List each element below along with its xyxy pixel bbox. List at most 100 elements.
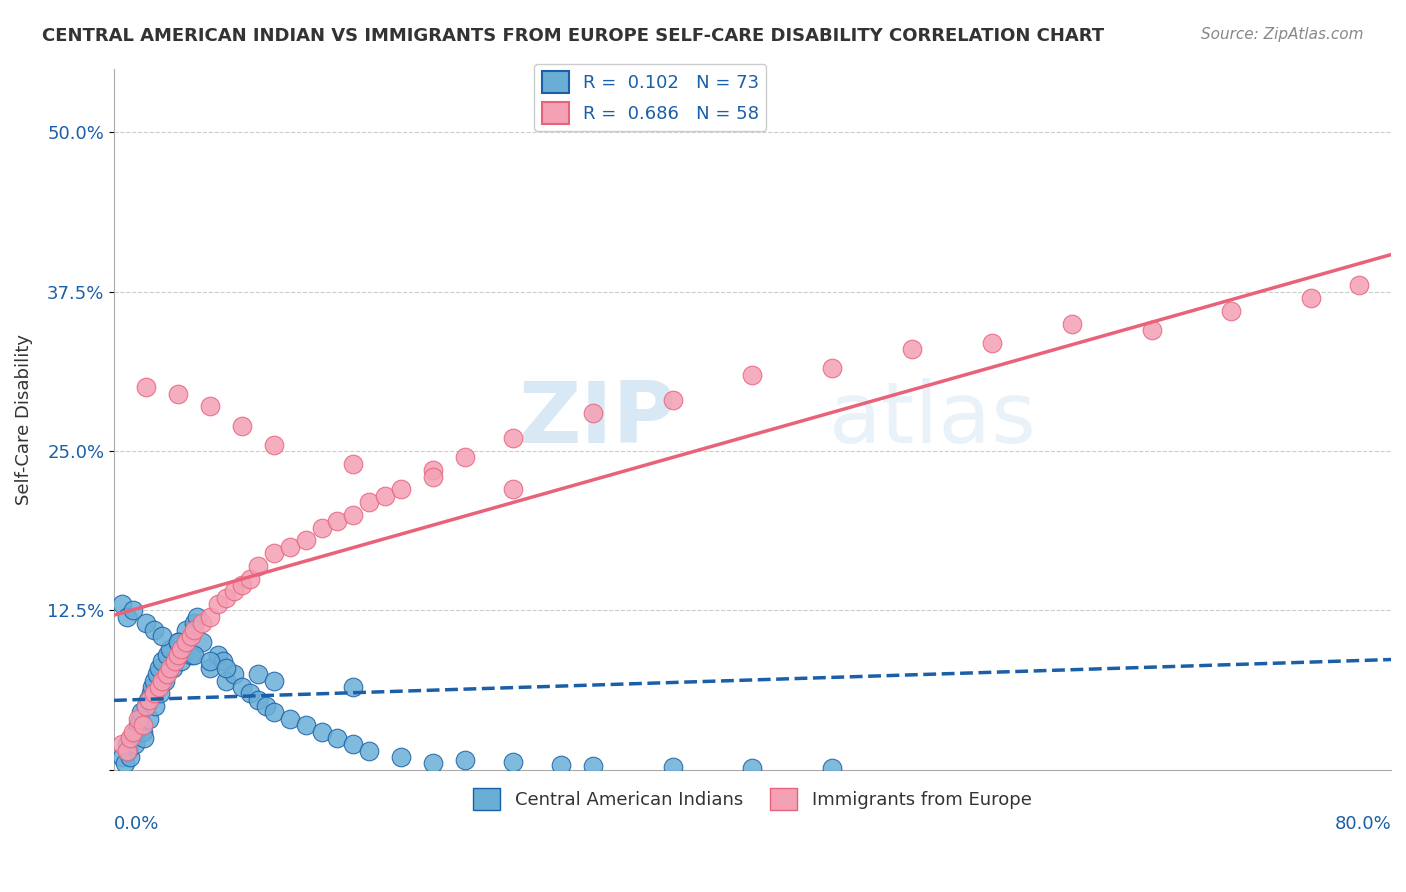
- Point: [174, 635, 197, 649]
- Point: [389, 482, 412, 496]
- Point: [122, 724, 145, 739]
- Point: [207, 648, 229, 662]
- Point: [183, 616, 205, 631]
- Point: [156, 667, 179, 681]
- Point: [180, 629, 202, 643]
- Point: [166, 648, 188, 662]
- Point: [821, 361, 844, 376]
- Point: [118, 750, 141, 764]
- Point: [166, 635, 188, 649]
- Point: [422, 463, 444, 477]
- Point: [132, 718, 155, 732]
- Point: [661, 392, 683, 407]
- Point: [115, 737, 138, 751]
- Point: [114, 756, 136, 771]
- Point: [550, 757, 572, 772]
- Point: [166, 386, 188, 401]
- Point: [124, 737, 146, 751]
- Point: [128, 712, 150, 726]
- Point: [186, 609, 208, 624]
- Point: [311, 724, 333, 739]
- Point: [156, 648, 179, 662]
- Point: [222, 667, 245, 681]
- Point: [342, 737, 364, 751]
- Point: [1060, 317, 1083, 331]
- Point: [981, 335, 1004, 350]
- Point: [231, 578, 253, 592]
- Point: [153, 673, 176, 688]
- Point: [741, 762, 763, 776]
- Point: [122, 731, 145, 745]
- Point: [198, 654, 221, 668]
- Point: [163, 654, 186, 668]
- Point: [254, 698, 277, 713]
- Point: [278, 540, 301, 554]
- Point: [198, 609, 221, 624]
- Point: [117, 744, 139, 758]
- Point: [1140, 323, 1163, 337]
- Point: [111, 597, 134, 611]
- Point: [389, 750, 412, 764]
- Point: [111, 750, 134, 764]
- Point: [502, 431, 524, 445]
- Text: 80.0%: 80.0%: [1334, 815, 1391, 833]
- Point: [135, 698, 157, 713]
- Point: [191, 635, 214, 649]
- Text: Source: ZipAtlas.com: Source: ZipAtlas.com: [1201, 27, 1364, 42]
- Point: [502, 482, 524, 496]
- Point: [150, 629, 173, 643]
- Point: [170, 641, 193, 656]
- Point: [215, 591, 238, 605]
- Point: [326, 514, 349, 528]
- Point: [191, 616, 214, 631]
- Point: [1348, 278, 1371, 293]
- Point: [422, 756, 444, 771]
- Text: atlas: atlas: [830, 377, 1038, 460]
- Point: [149, 686, 172, 700]
- Legend: Central American Indians, Immigrants from Europe: Central American Indians, Immigrants fro…: [467, 780, 1039, 817]
- Y-axis label: Self-Care Disability: Self-Care Disability: [15, 334, 32, 505]
- Point: [342, 680, 364, 694]
- Point: [134, 731, 156, 745]
- Point: [148, 661, 170, 675]
- Point: [222, 584, 245, 599]
- Point: [170, 654, 193, 668]
- Point: [821, 762, 844, 776]
- Point: [422, 469, 444, 483]
- Point: [263, 546, 285, 560]
- Point: [1301, 291, 1323, 305]
- Point: [174, 623, 197, 637]
- Point: [159, 661, 181, 675]
- Point: [148, 680, 170, 694]
- Point: [326, 731, 349, 745]
- Point: [136, 692, 159, 706]
- Point: [263, 706, 285, 720]
- Point: [582, 406, 605, 420]
- Point: [294, 718, 316, 732]
- Point: [374, 489, 396, 503]
- Point: [231, 418, 253, 433]
- Point: [162, 661, 184, 675]
- Point: [239, 572, 262, 586]
- Point: [359, 744, 381, 758]
- Point: [246, 558, 269, 573]
- Point: [159, 641, 181, 656]
- Point: [502, 755, 524, 769]
- Point: [142, 686, 165, 700]
- Point: [139, 686, 162, 700]
- Point: [141, 680, 163, 694]
- Text: CENTRAL AMERICAN INDIAN VS IMMIGRANTS FROM EUROPE SELF-CARE DISABILITY CORRELATI: CENTRAL AMERICAN INDIAN VS IMMIGRANTS FR…: [42, 27, 1104, 45]
- Point: [342, 457, 364, 471]
- Point: [145, 698, 167, 713]
- Point: [342, 508, 364, 522]
- Point: [135, 698, 157, 713]
- Point: [115, 744, 138, 758]
- Point: [125, 724, 148, 739]
- Point: [180, 648, 202, 662]
- Point: [198, 661, 221, 675]
- Point: [150, 654, 173, 668]
- Point: [359, 495, 381, 509]
- Point: [115, 609, 138, 624]
- Point: [183, 648, 205, 662]
- Point: [122, 603, 145, 617]
